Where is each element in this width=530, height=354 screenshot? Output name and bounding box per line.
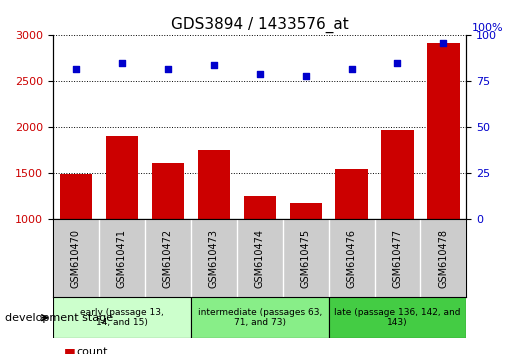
Text: GSM610478: GSM610478: [438, 229, 448, 288]
Point: [347, 66, 356, 72]
Bar: [198, 149, 230, 312]
Text: 100%: 100%: [472, 23, 503, 33]
Text: GSM610471: GSM610471: [117, 229, 127, 288]
Bar: [60, 175, 92, 312]
Point: [72, 66, 80, 72]
Bar: [191, 297, 329, 338]
Bar: [427, 43, 460, 312]
Text: count: count: [77, 347, 108, 354]
Bar: [382, 130, 413, 312]
Text: GSM610472: GSM610472: [163, 229, 173, 288]
Text: GSM610474: GSM610474: [255, 229, 264, 288]
Point: [255, 71, 264, 77]
Point: [439, 40, 448, 46]
Text: development stage: development stage: [5, 313, 113, 323]
Text: GSM610473: GSM610473: [209, 229, 219, 288]
Point: [302, 73, 310, 79]
Text: ■: ■: [64, 346, 75, 354]
Bar: [106, 136, 138, 312]
Bar: [335, 169, 368, 312]
Point: [118, 60, 126, 66]
Text: late (passage 136, 142, and
143): late (passage 136, 142, and 143): [334, 308, 461, 327]
Point: [393, 60, 402, 66]
Point: [209, 62, 218, 68]
Title: GDS3894 / 1433576_at: GDS3894 / 1433576_at: [171, 16, 349, 33]
Text: early (passage 13,
14, and 15): early (passage 13, 14, and 15): [80, 308, 164, 327]
Bar: [329, 297, 466, 338]
Bar: [53, 297, 191, 338]
Text: GSM610475: GSM610475: [301, 229, 311, 288]
Text: GSM610477: GSM610477: [393, 229, 402, 288]
Bar: [289, 203, 322, 312]
Text: intermediate (passages 63,
71, and 73): intermediate (passages 63, 71, and 73): [198, 308, 322, 327]
Bar: [152, 163, 184, 312]
Point: [164, 66, 172, 72]
Text: GSM610470: GSM610470: [71, 229, 81, 288]
Text: GSM610476: GSM610476: [347, 229, 357, 288]
Bar: [244, 196, 276, 312]
